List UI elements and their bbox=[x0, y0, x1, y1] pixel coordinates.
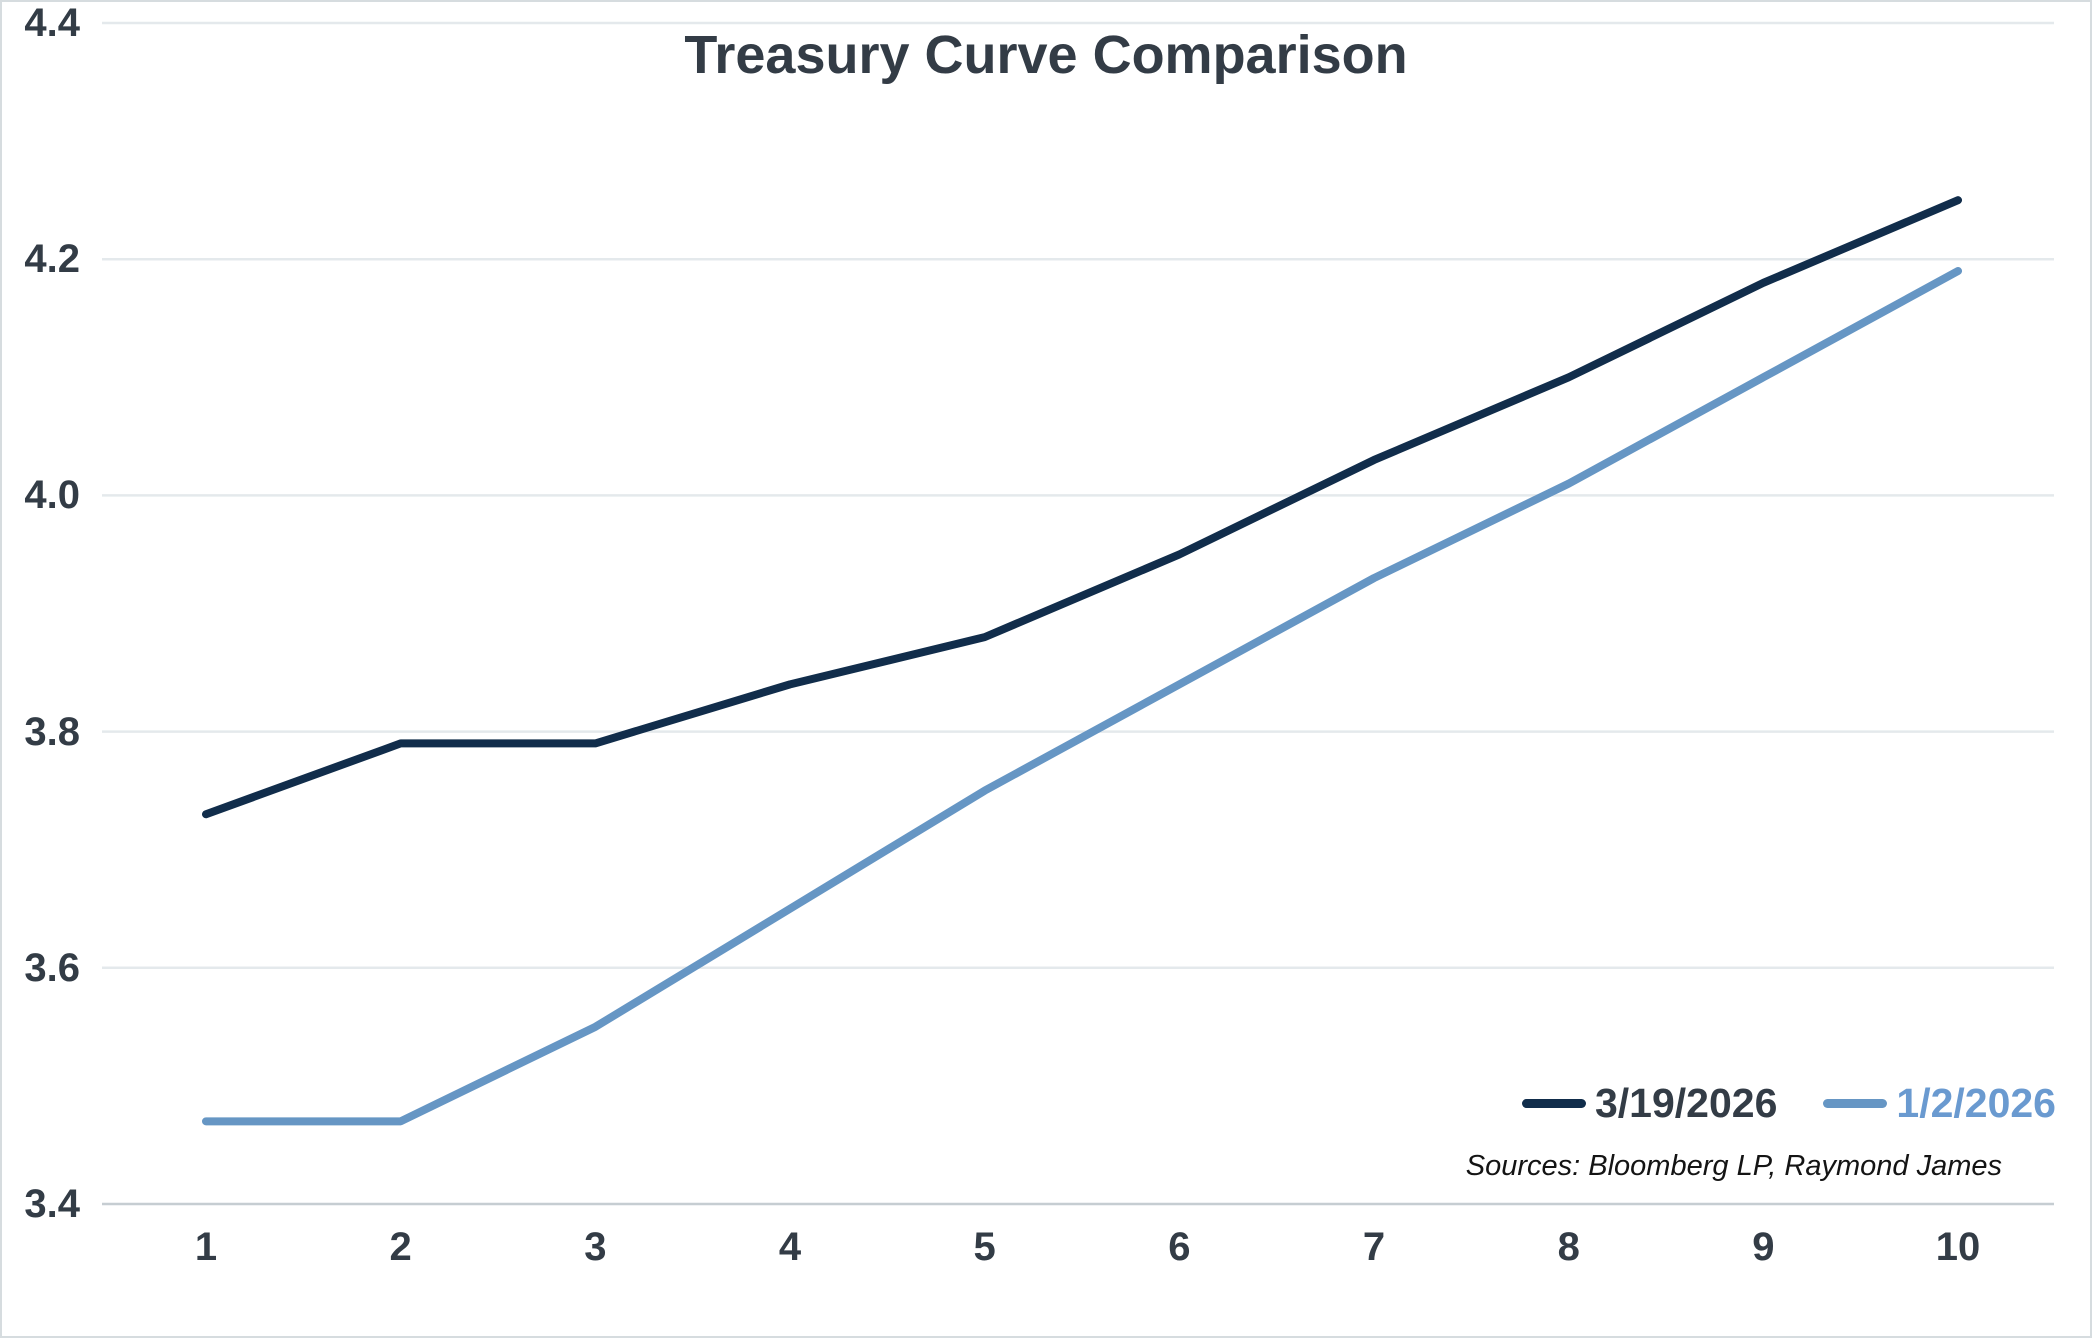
x-tick-label-4: 4 bbox=[778, 1225, 802, 1269]
x-tick-label-3: 3 bbox=[584, 1225, 607, 1269]
x-tick-label-5: 5 bbox=[973, 1225, 996, 1269]
legend-line-swatch-light-blue bbox=[1823, 1099, 1888, 1108]
legend-item-series-1: 1/2/2026 bbox=[1823, 1080, 2056, 1127]
y-tick-label-4.4: 4.4 bbox=[24, 1, 80, 45]
y-tick-label-3.6: 3.6 bbox=[24, 945, 80, 990]
x-tick-label-9: 9 bbox=[1752, 1225, 1775, 1269]
y-tick-label-4.0: 4.0 bbox=[24, 473, 80, 518]
series-line-1 bbox=[202, 267, 1963, 1126]
series-line-0 bbox=[202, 196, 1963, 819]
y-tick-label-3.4: 3.4 bbox=[24, 1182, 80, 1226]
x-tick-label-7: 7 bbox=[1362, 1225, 1386, 1269]
y-tick-label-3.8: 3.8 bbox=[24, 709, 80, 754]
x-tick-label-1: 1 bbox=[194, 1225, 218, 1269]
legend-item-series-0: 3/19/2026 bbox=[1521, 1080, 1778, 1127]
x-tick-label-6: 6 bbox=[1168, 1225, 1191, 1269]
series-lines bbox=[202, 196, 1963, 1126]
x-tick-label-10: 10 bbox=[1935, 1225, 1981, 1269]
chart-title: Treasury Curve Comparison bbox=[684, 25, 1408, 85]
gridlines bbox=[102, 21, 2054, 1206]
legend-line-swatch-dark-navy bbox=[1521, 1099, 1586, 1108]
source-note: Sources: Bloomberg LP, Raymond James bbox=[1465, 1150, 2002, 1182]
legend-label-series-0: 3/19/2026 bbox=[1594, 1080, 1778, 1126]
x-tick-label-2: 2 bbox=[389, 1225, 412, 1269]
legend-label-series-1: 1/2/2026 bbox=[1896, 1080, 2056, 1126]
x-tick-label-8: 8 bbox=[1557, 1225, 1580, 1269]
y-tick-label-4.2: 4.2 bbox=[24, 237, 80, 282]
legend: 3/19/2026 1/2/2026 bbox=[1521, 1080, 2056, 1127]
